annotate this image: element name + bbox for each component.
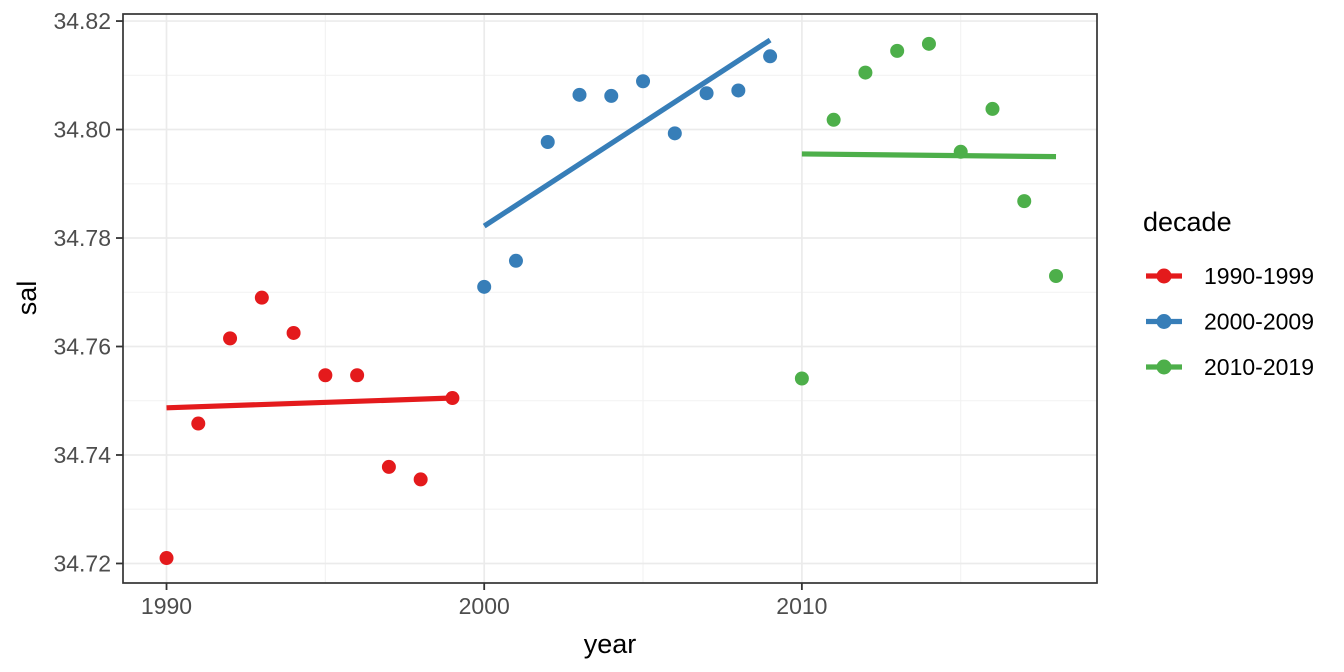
data-point <box>223 331 238 346</box>
y-axis-tick-label: 34.82 <box>53 8 111 34</box>
y-axis-tick-label: 34.72 <box>53 550 111 576</box>
data-point <box>794 371 809 386</box>
data-point <box>1017 194 1032 209</box>
legend: 1990-1999 2000-2009 2010-2019 <box>1146 263 1314 380</box>
data-point <box>921 36 936 51</box>
y-axis-title: sal <box>12 281 42 316</box>
data-point <box>572 87 587 102</box>
panel-border <box>122 13 1098 584</box>
x-axis-tick-label: 2010 <box>776 593 827 619</box>
data-point <box>445 391 460 406</box>
data-point <box>159 551 174 566</box>
data-point <box>858 65 873 80</box>
x-axis-title: year <box>584 629 637 659</box>
y-axis-tick-label: 34.78 <box>53 225 111 251</box>
legend-item-label: 1990-1999 <box>1204 263 1314 289</box>
data-point <box>826 112 841 127</box>
data-point <box>1049 268 1064 283</box>
legend-key-point <box>1156 314 1172 329</box>
data-point <box>254 290 269 305</box>
trend-line <box>166 395 453 411</box>
data-point <box>985 101 1000 116</box>
data-point <box>477 279 492 294</box>
data-point <box>413 472 428 487</box>
legend-key-point <box>1156 359 1172 375</box>
x-axis-tick-label: 2000 <box>459 593 510 619</box>
data-point <box>191 416 206 431</box>
legend-item-label: 2000-2009 <box>1204 309 1314 335</box>
y-axis-tick-label: 34.76 <box>53 334 111 360</box>
legend-key-point <box>1156 268 1172 284</box>
legend-item-label: 2010-2019 <box>1204 354 1314 380</box>
data-point <box>604 88 619 103</box>
data-point <box>953 144 968 159</box>
legend-item: 2000-2009 <box>1146 309 1314 335</box>
data-layer <box>159 36 1064 566</box>
data-point <box>890 43 905 58</box>
trend-line <box>801 151 1057 160</box>
axis-layer: 1990 2000 2010 34.72 34.74 34.76 34.78 34.80 34.… <box>53 8 827 619</box>
legend-item: 1990-1999 <box>1146 263 1314 289</box>
trend-line <box>482 37 772 229</box>
data-point <box>350 368 365 383</box>
panel-frame <box>122 13 1098 584</box>
legend-item: 2010-2019 <box>1146 354 1314 380</box>
data-point <box>508 253 523 268</box>
data-point <box>381 459 396 474</box>
x-axis-tick-label: 1990 <box>141 593 192 619</box>
data-point <box>731 83 746 98</box>
data-point <box>763 49 778 64</box>
y-axis-tick-label: 34.80 <box>53 117 111 143</box>
data-point <box>318 368 333 383</box>
grid-layer <box>123 14 1097 583</box>
legend-title: decade <box>1143 207 1232 237</box>
data-point <box>286 325 301 340</box>
data-point <box>636 74 651 89</box>
data-point <box>667 126 682 141</box>
data-point <box>540 135 555 150</box>
y-axis-tick-label: 34.74 <box>53 442 111 468</box>
data-point <box>699 86 714 101</box>
plot-panel <box>123 14 1097 583</box>
